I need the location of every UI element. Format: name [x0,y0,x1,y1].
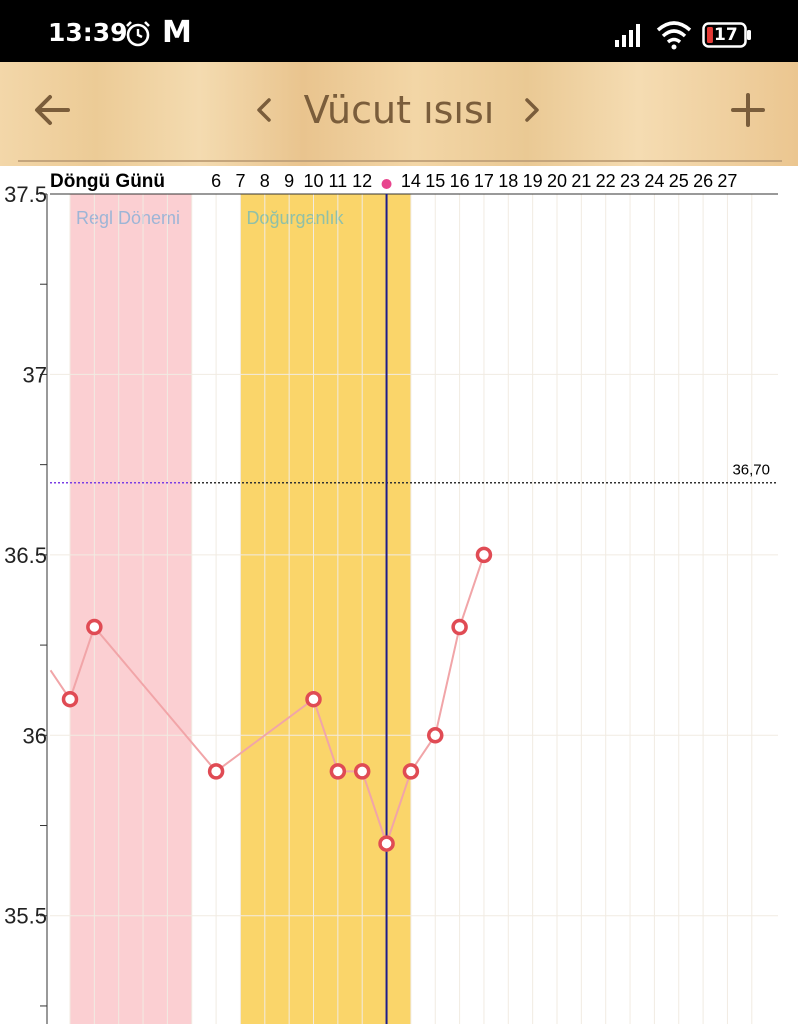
y-tick-label-2: 36.5 [4,543,47,568]
app-bar [0,62,798,166]
temperature-point[interactable] [61,690,79,708]
battery-level: 17 [714,25,738,45]
temperature-point[interactable] [402,763,420,780]
band-1 [240,194,411,1024]
y-tick-label-0: 37.5 [4,182,47,207]
x-tick-label-17: 17 [474,171,494,191]
band-label-1: Doğurganlık [246,208,344,228]
x-axis-title: Döngü Günü [50,171,165,192]
arrow-left-icon[interactable] [32,90,72,130]
x-tick-label-8: 8 [260,171,270,191]
temperature-line [49,554,485,847]
x-tick-label-11: 11 [329,171,348,191]
temperature-point[interactable] [86,618,103,636]
status-bar: 13:39 M 17 [0,0,798,62]
temperature-point[interactable] [475,546,493,564]
x-tick-label-19: 19 [523,171,543,191]
x-tick-label-10: 10 [303,171,323,191]
x-tick-label-26: 26 [693,171,713,191]
band-0 [70,194,192,1024]
chevron-right-icon[interactable] [520,94,544,126]
x-tick-label-6: 6 [211,171,221,191]
chevron-left-icon[interactable] [252,94,276,126]
x-tick-label-9: 9 [284,171,294,191]
temperature-point[interactable] [329,763,347,780]
x-tick-label-25: 25 [669,171,689,191]
cell-signal-icon [615,24,640,47]
battery-icon [702,22,751,48]
x-tick-label-20: 20 [547,171,567,191]
temperature-chart[interactable]: Regl Dönemi Doğurganlık 37.5 37 36.5 36 35.5 6… [0,166,798,1024]
app-bar-divider [18,160,782,162]
x-tick-label-21: 21 [571,171,591,191]
temperature-point[interactable] [378,835,395,852]
y-tick-label-4: 35.5 [4,904,47,929]
status-time: 13:39 [48,18,128,47]
today-dot [381,179,392,189]
temperature-point[interactable] [305,690,322,708]
x-tick-label-7: 7 [235,171,245,191]
x-tick-label-14: 14 [401,171,421,191]
x-tick-label-22: 22 [596,171,616,191]
x-tick-label-15: 15 [425,171,445,191]
y-tick-label-3: 36 [23,723,47,748]
y-tick-label-1: 37 [23,362,47,387]
alarm-clock-icon [126,21,150,47]
x-tick-label-24: 24 [644,171,664,191]
temperature-point[interactable] [427,727,444,744]
gmail-m-icon: M [162,15,192,50]
reference-line-label: 36,70 [732,462,770,479]
wifi-icon [656,21,692,50]
plus-icon[interactable] [728,90,768,130]
x-tick-label-27: 27 [717,171,737,191]
x-tick-label-16: 16 [450,171,470,191]
temperature-point[interactable] [207,763,225,780]
temperature-point[interactable] [353,763,371,780]
x-tick-label-12: 12 [352,171,372,191]
band-label-0: Regl Dönemi [76,208,180,228]
temperature-point[interactable] [451,618,468,636]
x-tick-label-18: 18 [498,171,518,191]
page-title: Vücut ısısı [303,88,495,132]
x-tick-label-23: 23 [620,171,640,191]
